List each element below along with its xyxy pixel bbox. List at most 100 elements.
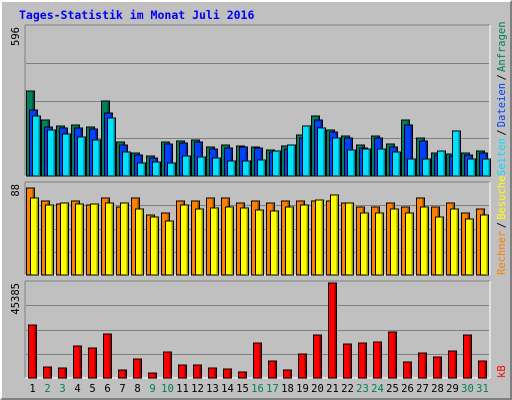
bar-shade <box>486 216 488 275</box>
day-label-24: 24 <box>371 383 384 395</box>
bar-shade <box>248 162 250 176</box>
bar-kb-day-29 <box>448 350 457 379</box>
bar-shade <box>368 150 370 176</box>
day-label-21: 21 <box>326 383 339 395</box>
bar-shade <box>276 212 278 275</box>
bar-kb-day-11 <box>178 364 187 379</box>
bar-seiten-day-29 <box>452 130 461 177</box>
bar-besuche-day-11 <box>180 204 189 276</box>
legend-label-slash: / <box>496 129 508 135</box>
bar-seiten-day-1 <box>32 115 41 177</box>
bar-shade <box>53 131 55 176</box>
bar-seiten-day-17 <box>272 150 281 177</box>
bar-kb-day-25 <box>388 331 397 379</box>
bar-shade <box>398 153 400 176</box>
bar-shade <box>413 160 415 176</box>
bar-shade <box>441 218 443 275</box>
bar-shade <box>353 151 355 176</box>
day-label-13: 13 <box>206 383 219 395</box>
bar-besuche-day-21 <box>330 194 339 276</box>
bar-kb-day-2 <box>43 366 52 379</box>
bar-shade <box>158 163 160 176</box>
bar-shade <box>366 214 368 275</box>
bar-kb-day-16 <box>253 342 262 379</box>
bar-shade <box>379 343 381 378</box>
bar-shade <box>473 160 475 176</box>
bar-shade <box>409 363 411 378</box>
legend-label-besuche: Besuche <box>496 176 508 220</box>
bar-shade <box>128 153 130 176</box>
day-label-22: 22 <box>341 383 354 395</box>
legend-label-dateien: Dateien <box>496 83 508 127</box>
bar-shade <box>261 211 263 275</box>
bar-shade <box>156 218 158 275</box>
bar-shade <box>471 220 473 275</box>
bar-shade <box>336 196 338 275</box>
bar-besuche-day-6 <box>105 202 114 276</box>
bar-shade <box>306 206 308 275</box>
bar-kb-day-15 <box>238 371 247 379</box>
bar-shade <box>49 368 51 378</box>
day-label-18: 18 <box>281 383 294 395</box>
bar-besuche-day-26 <box>405 212 414 276</box>
bar-shade <box>96 205 98 275</box>
bar-kb-day-5 <box>88 347 97 379</box>
bar-seiten-day-13 <box>212 157 221 177</box>
bar-seiten-day-9 <box>152 161 161 177</box>
bar-seiten-day-22 <box>347 149 356 177</box>
bar-shade <box>111 204 113 275</box>
bar-kb-day-7 <box>118 369 127 379</box>
scale-label-visits: 88 <box>10 184 22 197</box>
bar-seiten-day-2 <box>47 129 56 177</box>
bar-besuche-day-22 <box>345 202 354 276</box>
day-label-29: 29 <box>446 383 459 395</box>
bar-seiten-day-30 <box>467 158 476 177</box>
bar-shade <box>214 369 216 378</box>
bar-shade <box>233 162 235 176</box>
bar-shade <box>484 362 486 378</box>
bar-besuche-day-9 <box>150 216 159 276</box>
bar-shade <box>319 336 321 378</box>
bar-shade <box>428 160 430 176</box>
bar-shade <box>488 160 490 176</box>
day-label-15: 15 <box>236 383 249 395</box>
bar-seiten-day-16 <box>257 159 266 177</box>
bar-shade <box>426 208 428 275</box>
bar-shade <box>259 344 261 378</box>
bar-seiten-day-28 <box>437 150 446 177</box>
legend-label-seiten: Seiten <box>496 138 508 176</box>
bar-shade <box>201 210 203 275</box>
bar-shade <box>51 206 53 275</box>
bar-kb-day-17 <box>268 360 277 379</box>
bar-shade <box>154 374 156 378</box>
bar-besuche-day-24 <box>375 212 384 276</box>
bar-seiten-day-15 <box>242 160 251 177</box>
day-label-12: 12 <box>191 383 204 395</box>
day-label-31: 31 <box>476 383 489 395</box>
bar-seiten-day-24 <box>377 148 386 177</box>
bar-shade <box>139 360 141 378</box>
bar-kb-day-6 <box>103 333 112 379</box>
bar-besuche-day-5 <box>90 203 99 276</box>
bar-shade <box>173 164 175 176</box>
day-label-28: 28 <box>431 383 444 395</box>
bar-shade <box>38 117 40 176</box>
bar-shade <box>263 161 265 176</box>
bar-kb-day-13 <box>208 367 217 379</box>
bar-besuche-day-19 <box>300 204 309 276</box>
bar-shade <box>424 354 426 378</box>
bar-kb-day-27 <box>418 352 427 379</box>
day-label-14: 14 <box>221 383 234 395</box>
bar-seiten-day-21 <box>332 137 341 177</box>
bar-shade <box>278 152 280 176</box>
bar-shade <box>216 209 218 275</box>
bar-kb-day-12 <box>193 364 202 379</box>
day-label-10: 10 <box>161 383 174 395</box>
bar-shade <box>244 373 246 378</box>
bar-shade <box>171 222 173 275</box>
legend-label-anfragen: Anfragen <box>496 21 508 72</box>
bar-seiten-day-25 <box>392 151 401 177</box>
day-label-25: 25 <box>386 383 399 395</box>
bar-seiten-day-5 <box>92 139 101 177</box>
